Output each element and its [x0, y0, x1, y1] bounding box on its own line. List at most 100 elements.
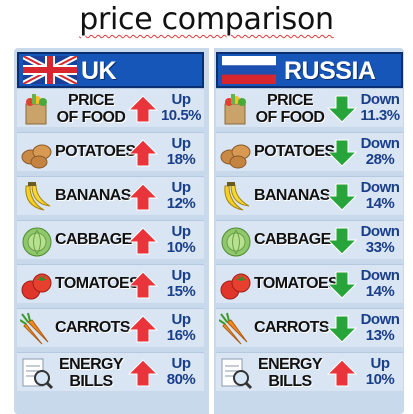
- change-value: Up 12%: [159, 180, 203, 212]
- potatoes-icon: [219, 136, 253, 170]
- item-row: CARROTS Up 16%: [17, 308, 204, 347]
- item-label-line-1: ENERGY: [59, 356, 124, 373]
- down-arrow-icon: [326, 270, 358, 300]
- up-arrow-icon: [127, 182, 159, 212]
- change-percent: 16%: [166, 327, 196, 344]
- item-label-line-2: BILLS: [268, 373, 312, 390]
- change-direction-word: Up: [171, 135, 192, 152]
- russia-flag-icon: [222, 56, 276, 84]
- change-value: Up 10.5%: [159, 92, 203, 124]
- up-arrow-icon: [127, 358, 159, 388]
- cabbage-icon: [20, 224, 54, 258]
- change-percent: 10%: [365, 371, 395, 388]
- change-percent: 28%: [365, 151, 395, 168]
- change-percent: 14%: [365, 195, 395, 212]
- down-arrow-icon: [326, 182, 358, 212]
- page-title: price comparison: [79, 2, 334, 37]
- item-row: CARROTS Down 13%: [216, 308, 403, 347]
- item-label: CARROTS: [55, 319, 131, 336]
- change-value: Up 10%: [159, 224, 203, 256]
- item-label-line-1: PRICE: [68, 92, 115, 109]
- item-row: CABBAGE Down 33%: [216, 220, 403, 259]
- bananas-icon: [20, 180, 54, 214]
- item-label-line-1: TOMATOES: [55, 275, 140, 292]
- change-value: Up 15%: [159, 268, 203, 300]
- country-name: UK: [81, 57, 117, 85]
- change-percent: 10.5%: [160, 107, 202, 124]
- down-arrow-icon: [326, 138, 358, 168]
- change-direction-word: Up: [370, 355, 391, 372]
- item-row: ENERGY BILLS Up 80%: [17, 352, 204, 391]
- change-value: Up 80%: [159, 356, 203, 388]
- down-arrow-icon: [326, 226, 358, 256]
- item-row: TOMATOES Down 14%: [216, 264, 403, 303]
- item-label-line-1: PRICE: [267, 92, 314, 109]
- change-value: Up 16%: [159, 312, 203, 344]
- change-value: Down 13%: [358, 312, 402, 344]
- uk-panel: UK PRICE OF FOOD Up 10.5% POTATOES Up 18% BANAN…: [17, 52, 204, 391]
- item-row: CABBAGE Up 10%: [17, 220, 204, 259]
- change-value: Down 14%: [358, 180, 402, 212]
- change-value: Down 28%: [358, 136, 402, 168]
- change-direction-word: Down: [360, 267, 400, 284]
- change-direction-word: Down: [360, 223, 400, 240]
- potatoes-icon: [20, 136, 54, 170]
- item-label-line-1: CARROTS: [254, 319, 330, 336]
- change-percent: 10%: [166, 239, 196, 256]
- change-value: Down 11.3%: [358, 92, 402, 124]
- item-row: POTATOES Up 18%: [17, 132, 204, 171]
- item-label-line-1: POTATOES: [55, 143, 136, 160]
- item-label-line-1: CABBAGE: [254, 231, 331, 248]
- item-row: BANANAS Up 12%: [17, 176, 204, 215]
- item-row: PRICE OF FOOD Up 10.5%: [17, 88, 204, 127]
- bananas-icon: [219, 180, 253, 214]
- change-direction-word: Up: [171, 91, 192, 108]
- change-value: Up 10%: [358, 356, 402, 388]
- carrots-icon: [218, 312, 253, 346]
- item-label: BANANAS: [55, 187, 131, 204]
- change-value: Down 14%: [358, 268, 402, 300]
- change-percent: 33%: [365, 239, 395, 256]
- up-arrow-icon: [127, 270, 159, 300]
- item-row: ENERGY BILLS Up 10%: [216, 352, 403, 391]
- grocery-bag-icon: [219, 92, 253, 126]
- down-arrow-icon: [326, 314, 358, 344]
- item-row: POTATOES Down 28%: [216, 132, 403, 171]
- up-arrow-icon: [326, 358, 358, 388]
- item-label-line-1: POTATOES: [254, 143, 335, 160]
- energy-bill-icon: [20, 356, 54, 390]
- change-direction-word: Up: [171, 311, 192, 328]
- item-label-line-1: ENERGY: [258, 356, 323, 373]
- russia-header: RUSSIA: [216, 52, 403, 88]
- item-label: TOMATOES: [254, 275, 339, 292]
- change-direction-word: Down: [360, 311, 400, 328]
- item-label-line-2: OF FOOD: [255, 109, 325, 126]
- item-label-line-1: CARROTS: [55, 319, 131, 336]
- item-label-line-2: BILLS: [69, 373, 113, 390]
- item-label-line-2: OF FOOD: [56, 109, 126, 126]
- change-percent: 14%: [365, 283, 395, 300]
- change-percent: 11.3%: [360, 107, 400, 124]
- change-direction-word: Down: [360, 91, 400, 108]
- change-value: Down 33%: [358, 224, 402, 256]
- item-row: PRICE OF FOOD Down 11.3%: [216, 88, 403, 127]
- up-arrow-icon: [127, 94, 159, 124]
- change-percent: 18%: [166, 151, 196, 168]
- grocery-bag-icon: [20, 92, 54, 126]
- item-label-line-1: BANANAS: [254, 187, 330, 204]
- item-label: CARROTS: [254, 319, 330, 336]
- change-percent: 80%: [166, 371, 196, 388]
- item-label: PRICE OF FOOD: [254, 92, 326, 126]
- item-label: CABBAGE: [55, 231, 132, 248]
- item-label-line-1: TOMATOES: [254, 275, 339, 292]
- change-percent: 15%: [166, 283, 196, 300]
- down-arrow-icon: [326, 94, 358, 124]
- item-label-line-1: CABBAGE: [55, 231, 132, 248]
- change-percent: 12%: [166, 195, 196, 212]
- country-name: RUSSIA: [284, 57, 376, 85]
- item-row: BANANAS Down 14%: [216, 176, 403, 215]
- item-label-line-1: BANANAS: [55, 187, 131, 204]
- panel-divider: [209, 48, 214, 414]
- item-label: ENERGY BILLS: [254, 356, 326, 390]
